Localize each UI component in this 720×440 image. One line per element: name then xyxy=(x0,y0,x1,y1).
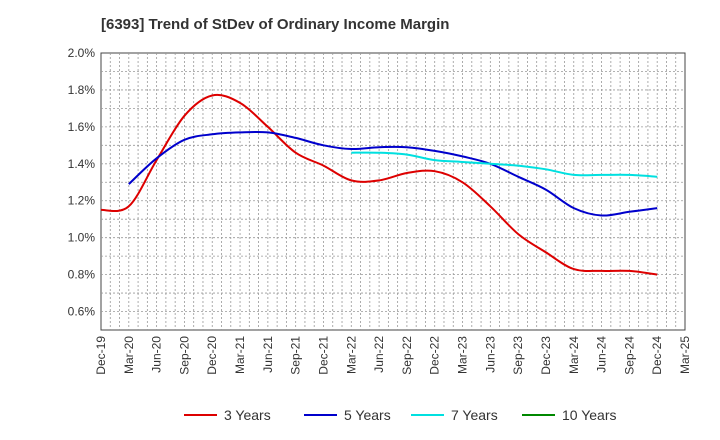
y-tick-label: 1.6% xyxy=(68,120,96,134)
legend: 3 Years 5 Years 7 Years 10 Years xyxy=(184,407,617,423)
x-tick-label: Dec-22 xyxy=(428,336,442,375)
y-tick-label: 1.4% xyxy=(68,157,96,171)
y-tick-label: 1.2% xyxy=(68,194,96,208)
series-line-1 xyxy=(100,93,658,276)
y-tick-label: 1.0% xyxy=(68,231,96,245)
x-tick-label: Mar-24 xyxy=(567,336,581,374)
series-line-3 xyxy=(351,151,658,178)
x-tick-label: Dec-20 xyxy=(205,336,219,375)
legend-label: 7 Years xyxy=(451,407,498,423)
y-tick-label: 0.8% xyxy=(68,268,96,282)
y-tick-label: 2.0% xyxy=(68,46,96,60)
x-tick-label: Sep-22 xyxy=(400,336,414,375)
x-tick-label: Mar-22 xyxy=(344,336,358,374)
legend-label: 5 Years xyxy=(344,407,391,423)
x-tick-label: Dec-19 xyxy=(94,336,108,375)
x-axis-ticks: Dec-19 Mar-20 Jun-20 Sep-20 Dec-20 Mar-21 Jun-… xyxy=(94,336,692,375)
legend-label: 10 Years xyxy=(562,407,617,423)
x-tick-label: Dec-21 xyxy=(316,336,330,375)
plot-area xyxy=(100,52,686,331)
y-axis-ticks: 0.6% 0.8% 1.0% 1.2% 1.4% 1.6% 1.8% 2.0% xyxy=(68,46,96,319)
series-lines xyxy=(100,93,658,276)
legend-label: 3 Years xyxy=(224,407,271,423)
x-tick-label: Dec-23 xyxy=(539,336,553,375)
x-tick-label: Jun-22 xyxy=(372,336,386,373)
series-line-2 xyxy=(128,130,658,217)
y-tick-label: 1.8% xyxy=(68,83,96,97)
x-tick-label: Dec-24 xyxy=(650,336,664,375)
x-tick-label: Sep-24 xyxy=(622,336,636,375)
x-tick-label: Sep-23 xyxy=(511,336,525,375)
x-tick-label: Mar-23 xyxy=(456,336,470,374)
x-tick-label: Jun-21 xyxy=(261,336,275,373)
chart-title: [6393] Trend of StDev of Ordinary Income… xyxy=(101,16,450,33)
x-tick-label: Jun-20 xyxy=(150,336,164,373)
x-tick-label: Mar-21 xyxy=(233,336,247,374)
x-tick-label: Sep-20 xyxy=(177,336,191,375)
x-tick-label: Jun-23 xyxy=(483,336,497,373)
x-tick-label: Mar-25 xyxy=(678,336,692,374)
x-tick-label: Jun-24 xyxy=(595,336,609,373)
x-tick-label: Sep-21 xyxy=(289,336,303,375)
y-tick-label: 0.6% xyxy=(68,305,96,319)
grid-lines xyxy=(101,53,685,330)
x-tick-label: Mar-20 xyxy=(122,336,136,374)
